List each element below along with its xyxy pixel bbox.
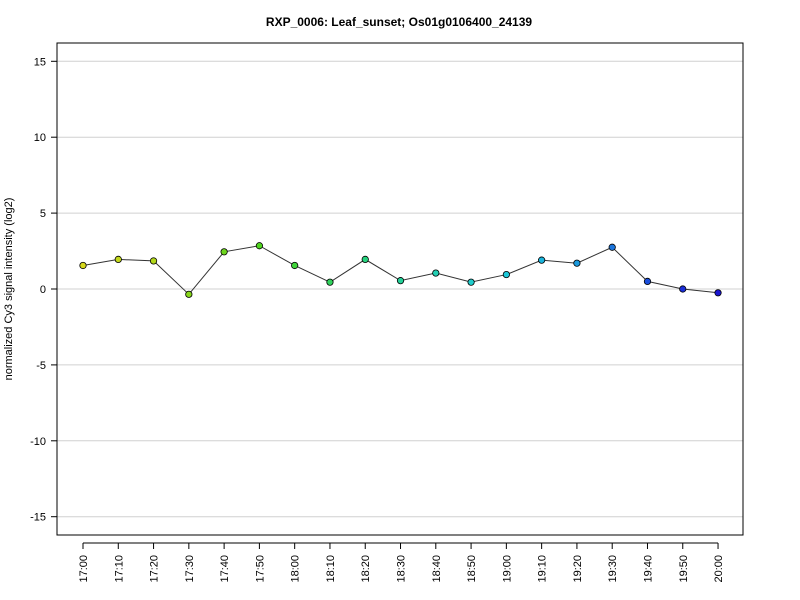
data-point [502,270,510,279]
x-tick-label: 18:20 [360,555,372,583]
y-tick-label: -10 [30,436,46,448]
data-point [573,259,581,267]
data-point [220,248,228,256]
x-tick-label: 18:50 [466,555,478,583]
x-tick-label: 20:00 [713,555,725,583]
data-point [326,278,334,286]
data-point [432,269,440,277]
data-point [608,243,616,251]
x-tick-label: 19:00 [501,555,513,583]
x-tick-label: 17:00 [78,555,90,583]
x-tick-label: 19:20 [572,555,584,583]
data-point [679,285,687,293]
x-axis: 17:00 17:10 17:20 17:30 17:40 17:50 18:00 18:10… [78,542,725,583]
x-tick-label: 17:50 [254,555,266,583]
data-point [361,255,369,263]
y-axis: 15 10 5 0 -5 -10 -15 [30,56,57,524]
x-tick-label: 19:30 [607,555,619,583]
x-tick-label: 18:30 [396,555,408,583]
data-point [396,277,405,285]
x-tick-label: 18:10 [325,555,337,583]
data-point [538,256,546,264]
data-point [643,277,652,286]
data-point [714,289,722,297]
y-tick-label: 0 [40,284,46,296]
data-point [185,290,193,298]
data-point [149,257,158,265]
y-tick-label: 15 [34,56,46,68]
x-tick-label: 19:50 [678,555,690,583]
y-tick-label: 5 [40,208,46,220]
data-point [255,242,263,250]
data-point [467,278,475,286]
x-tick-label: 17:20 [149,555,161,583]
y-axis-label: normalized Cy3 signal intensity (log2) [3,198,15,381]
x-tick-label: 19:10 [537,555,549,583]
y-tick-label: 10 [34,132,46,144]
series-line [82,245,719,296]
data-point [79,261,87,270]
x-tick-label: 19:40 [642,555,654,583]
gridlines [57,60,743,518]
x-tick-label: 17:40 [219,555,231,583]
y-tick-label: -15 [30,512,46,524]
chart-title: RXP_0006: Leaf_sunset; Os01g0106400_2413… [266,15,533,29]
x-tick-label: 17:30 [184,555,196,583]
x-tick-label: 18:00 [290,555,302,583]
data-point [114,255,122,263]
data-point [291,261,299,270]
x-tick-label: 17:10 [113,555,125,583]
y-tick-label: -5 [36,360,46,372]
series-layer [79,242,722,298]
x-tick-label: 18:40 [431,555,443,583]
